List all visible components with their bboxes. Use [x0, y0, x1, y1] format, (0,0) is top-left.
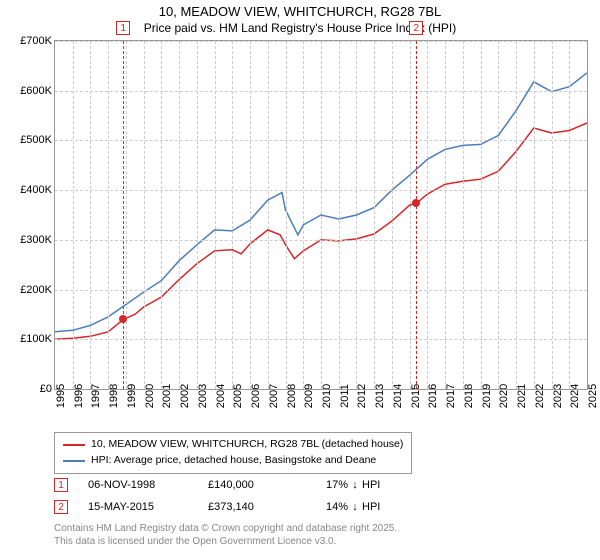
marker-vs: HPI	[362, 501, 380, 513]
legend-item: 10, MEADOW VIEW, WHITCHURCH, RG28 7BL (d…	[63, 437, 403, 453]
plot-area: 12	[54, 40, 588, 390]
gridline-vertical	[90, 41, 91, 389]
gridline-vertical	[144, 41, 145, 389]
gridline-vertical	[552, 41, 553, 389]
footer-line: Contains HM Land Registry data © Crown c…	[54, 522, 397, 535]
marker-date: 15-MAY-2015	[88, 501, 208, 513]
marker-badge: 1	[116, 21, 130, 35]
gridline-vertical	[108, 41, 109, 389]
marker-data-table: 1 06-NOV-1998 £140,000 17% ↓ HPI 2 15-MA…	[54, 474, 380, 518]
gridline-vertical	[374, 41, 375, 389]
gridline-vertical	[356, 41, 357, 389]
chart-subtitle: Price paid vs. HM Land Registry's House …	[0, 19, 600, 35]
gridline-vertical	[268, 41, 269, 389]
gridline-vertical	[392, 41, 393, 389]
y-tick-label: £0	[4, 383, 52, 395]
y-tick-label: £600K	[4, 85, 52, 97]
legend-item: HPI: Average price, detached house, Basi…	[63, 453, 403, 469]
chart-container: 10, MEADOW VIEW, WHITCHURCH, RG28 7BL Pr…	[0, 0, 600, 560]
gridline-vertical	[73, 41, 74, 389]
gridline-vertical	[215, 41, 216, 389]
marker-badge: 2	[409, 21, 423, 35]
marker-pct: 17%	[308, 479, 348, 491]
gridline-vertical	[534, 41, 535, 389]
y-tick-label: £200K	[4, 284, 52, 296]
marker-dot	[119, 315, 127, 323]
marker-pct: 14%	[308, 501, 348, 513]
gridline-vertical	[481, 41, 482, 389]
gridline-vertical	[232, 41, 233, 389]
arrow-down-icon: ↓	[348, 501, 362, 513]
arrow-down-icon: ↓	[348, 479, 362, 491]
y-tick-label: £500K	[4, 134, 52, 146]
gridline-vertical	[463, 41, 464, 389]
x-tick-label: 2025	[587, 384, 599, 408]
gridline-vertical	[197, 41, 198, 389]
footer-line: This data is licensed under the Open Gov…	[54, 535, 397, 548]
legend: 10, MEADOW VIEW, WHITCHURCH, RG28 7BL (d…	[54, 432, 412, 474]
marker-date: 06-NOV-1998	[88, 479, 208, 491]
y-tick-label: £300K	[4, 234, 52, 246]
marker-price: £140,000	[208, 479, 308, 491]
marker-index-badge: 2	[54, 500, 68, 514]
table-row: 2 15-MAY-2015 £373,140 14% ↓ HPI	[54, 496, 380, 518]
gridline-vertical	[498, 41, 499, 389]
marker-vertical-line	[416, 41, 417, 389]
gridline-vertical	[321, 41, 322, 389]
gridline-vertical	[286, 41, 287, 389]
marker-vertical-line	[123, 41, 124, 389]
gridline-vertical	[126, 41, 127, 389]
marker-price: £373,140	[208, 501, 308, 513]
gridline-vertical	[303, 41, 304, 389]
gridline-vertical	[179, 41, 180, 389]
legend-swatch	[63, 444, 85, 446]
y-tick-label: £700K	[4, 35, 52, 47]
legend-label: HPI: Average price, detached house, Basi…	[91, 453, 376, 469]
legend-swatch	[63, 460, 85, 462]
gridline-vertical	[161, 41, 162, 389]
y-tick-label: £100K	[4, 333, 52, 345]
gridline-vertical	[516, 41, 517, 389]
y-tick-label: £400K	[4, 184, 52, 196]
gridline-vertical	[569, 41, 570, 389]
legend-label: 10, MEADOW VIEW, WHITCHURCH, RG28 7BL (d…	[91, 437, 403, 453]
gridline-vertical	[339, 41, 340, 389]
chart-title: 10, MEADOW VIEW, WHITCHURCH, RG28 7BL	[0, 0, 600, 19]
footer-attribution: Contains HM Land Registry data © Crown c…	[54, 522, 397, 548]
gridline-vertical	[250, 41, 251, 389]
gridline-vertical	[410, 41, 411, 389]
gridline-vertical	[427, 41, 428, 389]
marker-dot	[412, 199, 420, 207]
gridline-vertical	[445, 41, 446, 389]
marker-index-badge: 1	[54, 478, 68, 492]
marker-vs: HPI	[362, 479, 380, 491]
table-row: 1 06-NOV-1998 £140,000 17% ↓ HPI	[54, 474, 380, 496]
